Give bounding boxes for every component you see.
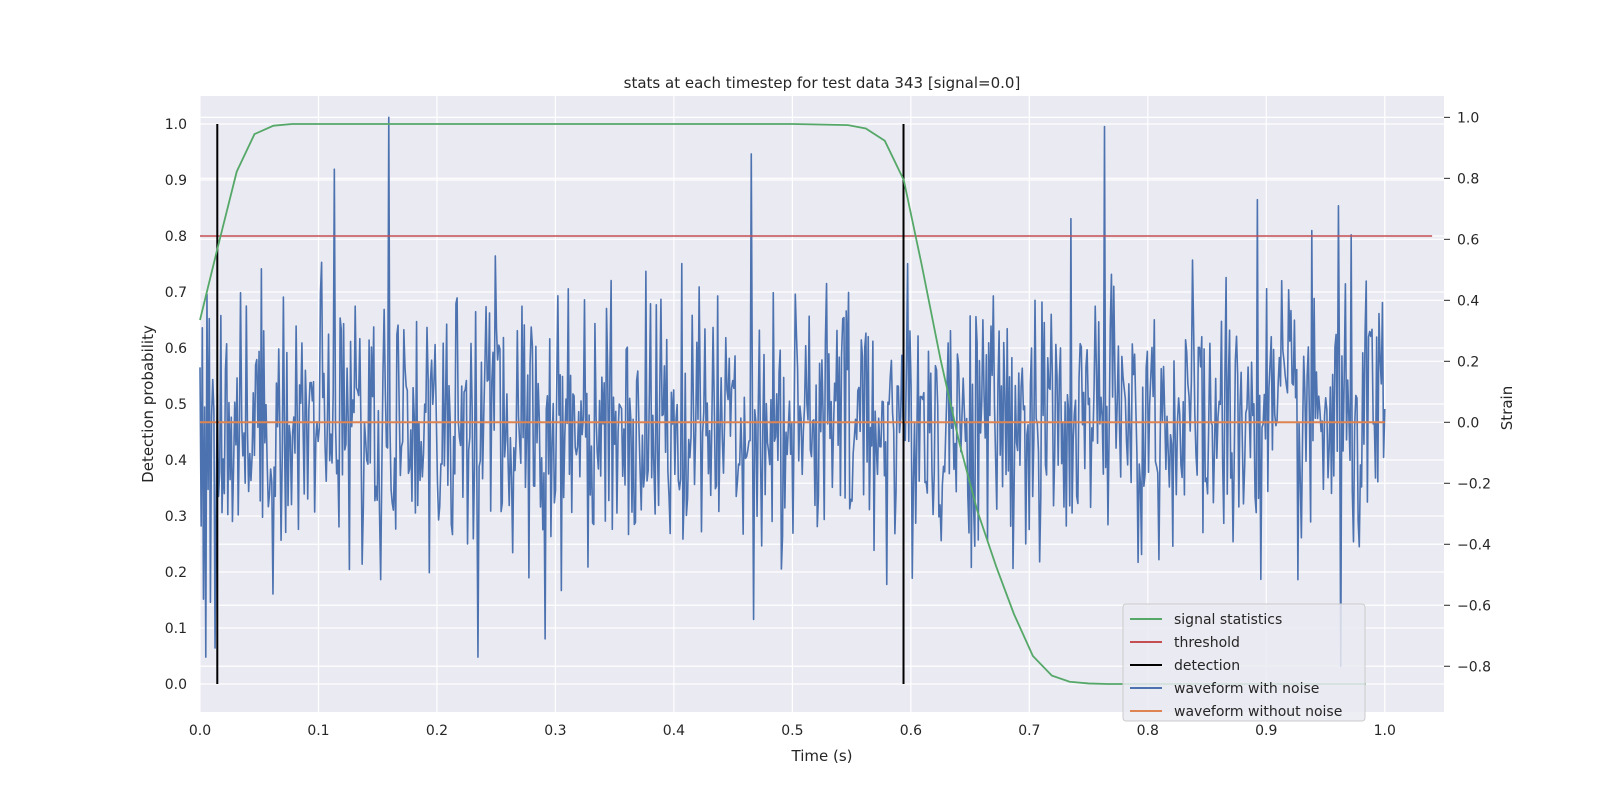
- legend-detection-label: detection: [1174, 658, 1240, 674]
- waveform-with-noise-line: [199, 116, 1386, 668]
- y-tick-label: 0.2: [165, 565, 187, 581]
- y-tick-label: 0.6: [165, 341, 187, 357]
- y-right-tick-label: −0.6: [1457, 598, 1491, 614]
- y-tick-label: 0.5: [165, 397, 187, 413]
- y-axis-title: Detection probability: [139, 325, 157, 483]
- y-right-tick-label: 1.0: [1457, 110, 1479, 126]
- legend-threshold-label: threshold: [1174, 635, 1240, 651]
- y-right-tick-label: −0.8: [1457, 659, 1491, 675]
- plot-area: [199, 116, 1433, 685]
- x-tick-label: 0.0: [189, 723, 211, 739]
- x-axis-title: Time (s): [791, 747, 853, 765]
- x-tick-label: 0.9: [1255, 723, 1277, 739]
- legend-waveform-with-noise-label: waveform with noise: [1174, 681, 1319, 697]
- x-tick-label: 0.3: [544, 723, 566, 739]
- y-right-tick-label: −0.4: [1457, 537, 1491, 553]
- y-tick-label: 1.0: [165, 117, 187, 133]
- x-tick-label: 0.2: [426, 723, 448, 739]
- x-tick-label: 0.5: [781, 723, 803, 739]
- x-tick-label: 0.6: [900, 723, 922, 739]
- y-right-tick-label: 0.0: [1457, 415, 1479, 431]
- y-tick-label: 0.0: [165, 677, 187, 693]
- x-tick-label: 0.4: [663, 723, 685, 739]
- legend-box: [1122, 603, 1366, 722]
- legend-waveform-without-noise-label: waveform without noise: [1174, 704, 1342, 720]
- y-axis-left: 0.0 0.1 0.2 0.3 0.4 0.5 0.6 0.7 0.8 0.9 1.0: [165, 117, 187, 693]
- y-right-tick-label: 0.8: [1457, 171, 1479, 187]
- x-axis: 0.0 0.1 0.2 0.3 0.4 0.5 0.6 0.7 0.8 0.9 1.0: [189, 723, 1396, 739]
- legend-signal-statistics-label: signal statistics: [1174, 612, 1282, 628]
- chart-title: stats at each timestep for test data 343…: [624, 74, 1021, 92]
- y-tick-label: 0.1: [165, 621, 187, 637]
- x-tick-label: 0.1: [307, 723, 329, 739]
- y-right-tick-label: 0.2: [1457, 354, 1479, 370]
- y-axis-right: −0.8 −0.6 −0.4 −0.2 0.0 0.2 0.4 0.6 0.8 1.0: [1444, 110, 1491, 675]
- y-right-tick-label: −0.2: [1457, 476, 1491, 492]
- y-tick-label: 0.4: [165, 453, 187, 469]
- x-tick-label: 0.8: [1137, 723, 1159, 739]
- x-tick-label: 1.0: [1374, 723, 1396, 739]
- y-tick-label: 0.7: [165, 285, 187, 301]
- y-tick-label: 0.8: [165, 229, 187, 245]
- y-right-tick-label: 0.6: [1457, 232, 1479, 248]
- y-tick-label: 0.9: [165, 173, 187, 189]
- y-right-tick-label: 0.4: [1457, 293, 1479, 309]
- legend: signal statistics threshold detection wavef…: [1122, 603, 1366, 722]
- y-axis-right-title: Strain: [1498, 386, 1516, 430]
- y-tick-label: 0.3: [165, 509, 187, 525]
- signal-statistics-line: [199, 123, 1366, 685]
- x-tick-label: 0.7: [1018, 723, 1040, 739]
